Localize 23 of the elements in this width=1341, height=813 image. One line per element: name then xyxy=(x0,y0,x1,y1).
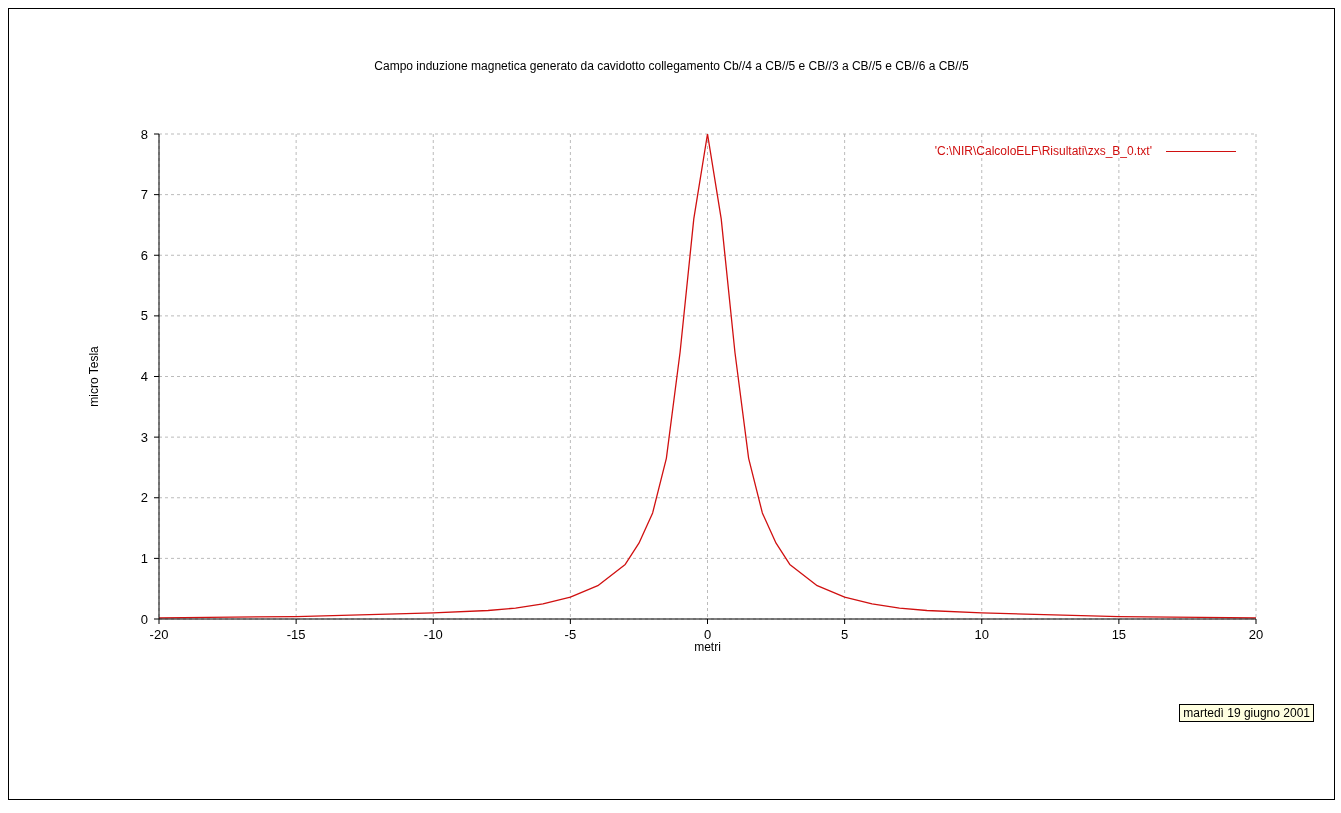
x-tick-label: 0 xyxy=(703,627,712,643)
y-tick-label: 2 xyxy=(140,490,148,506)
x-tick-label: 10 xyxy=(974,627,989,643)
text: 'C:\NIR\CalcoloELF\Risultati\zxs_B_0.txt' xyxy=(934,144,1152,158)
chart-title: Campo induzione magnetica generato da cavidotto collegamento Cb//4 a CB//5 e CB//3 a CB//5 e CB//6 a CB//5 xyxy=(373,59,970,73)
x-tick-label: -15 xyxy=(286,627,306,643)
text: martedì 19 giugno 2001 xyxy=(1179,704,1314,722)
y-tick-label: 1 xyxy=(140,550,148,566)
y-tick-label: 8 xyxy=(140,126,148,142)
y-tick-label: 7 xyxy=(140,187,148,203)
x-tick-label: -20 xyxy=(149,627,169,643)
y-tick-label: 4 xyxy=(140,369,148,385)
x-tick-label: -10 xyxy=(423,627,443,643)
x-tick-label: 5 xyxy=(841,627,849,643)
y-tick-label: 5 xyxy=(140,308,148,324)
x-tick-label: 20 xyxy=(1248,627,1264,643)
x-axis-title: metri xyxy=(694,640,721,654)
y-tick-label: 0 xyxy=(140,611,148,627)
x-tick-label: 15 xyxy=(1111,627,1127,643)
x-tick-label: -5 xyxy=(564,627,577,643)
y-axis-title: micro Tesla xyxy=(87,345,102,407)
y-tick-label: 6 xyxy=(140,247,148,263)
y-tick-label: 3 xyxy=(140,429,148,445)
